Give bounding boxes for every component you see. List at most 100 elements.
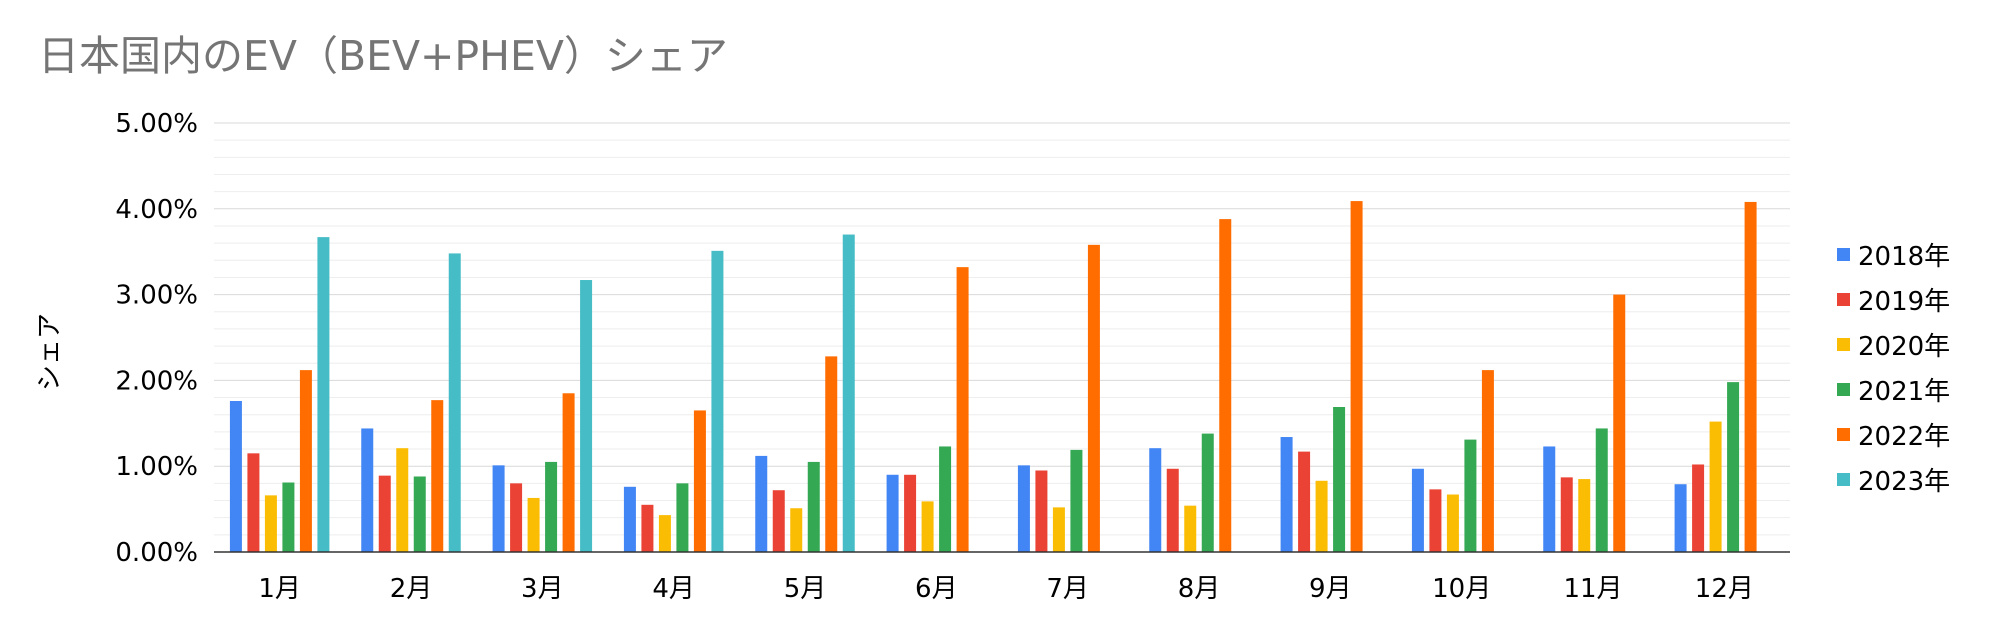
- bar: [658, 515, 671, 552]
- bar: [545, 461, 558, 552]
- bar: [1744, 201, 1757, 552]
- bar: [1481, 370, 1494, 552]
- legend-swatch: [1837, 338, 1850, 351]
- bar: [1184, 505, 1197, 552]
- legend-swatch: [1837, 473, 1850, 486]
- bar: [282, 482, 295, 552]
- bar: [1149, 448, 1162, 552]
- bar: [755, 455, 768, 552]
- bar: [1315, 480, 1328, 552]
- x-tick-label: 5月: [784, 574, 827, 604]
- y-tick-label: 1.00%: [115, 452, 198, 482]
- bar: [264, 495, 277, 552]
- bar: [1201, 433, 1214, 552]
- bar: [842, 234, 855, 553]
- legend-swatch: [1837, 383, 1850, 396]
- bar: [299, 370, 312, 552]
- y-tick-label: 5.00%: [115, 109, 198, 139]
- bar: [1674, 484, 1687, 552]
- bar: [772, 490, 785, 552]
- legend-swatch: [1837, 293, 1850, 306]
- legend-label: 2022年: [1858, 422, 1950, 452]
- bar: [580, 280, 593, 552]
- bar: [1692, 464, 1705, 552]
- legend-label: 2023年: [1858, 467, 1950, 497]
- x-tick-label: 3月: [521, 574, 564, 604]
- bar: [1298, 451, 1311, 552]
- bar: [939, 446, 952, 552]
- x-tick-label: 2月: [390, 574, 433, 604]
- x-tick-label: 4月: [652, 574, 695, 604]
- bar: [1070, 449, 1083, 552]
- bar: [1709, 421, 1722, 552]
- bar: [1219, 219, 1232, 552]
- bar: [1560, 477, 1573, 552]
- bar: [676, 483, 689, 552]
- legend-label: 2020年: [1858, 332, 1950, 362]
- legend-label: 2019年: [1858, 287, 1950, 317]
- bar: [317, 237, 330, 552]
- bar: [693, 410, 706, 552]
- bar: [1727, 382, 1740, 552]
- bar: [1333, 406, 1346, 552]
- bar: [413, 476, 426, 552]
- y-tick-label: 2.00%: [115, 366, 198, 396]
- bar: [1052, 507, 1065, 552]
- bar: [247, 453, 260, 552]
- x-tick-label: 6月: [915, 574, 958, 604]
- bar: [527, 497, 540, 552]
- legend-swatch: [1837, 248, 1850, 261]
- bar: [448, 253, 461, 552]
- bar: [1446, 494, 1459, 552]
- bar: [1411, 468, 1424, 552]
- bar: [1464, 439, 1477, 552]
- x-tick-label: 8月: [1178, 574, 1221, 604]
- bar: [623, 486, 636, 552]
- bar: [904, 474, 917, 552]
- bar: [1578, 479, 1591, 552]
- bar: [1429, 489, 1442, 552]
- bar: [711, 250, 724, 553]
- x-tick-label: 9月: [1309, 574, 1352, 604]
- bar: [1087, 244, 1100, 552]
- bar: [1035, 470, 1048, 552]
- bar: [641, 504, 654, 552]
- bar: [807, 461, 820, 552]
- bar: [510, 483, 523, 552]
- legend-swatch: [1837, 428, 1850, 441]
- legend: 2018年 2019年 2020年 2021年 2022年 2023年: [1837, 242, 1950, 497]
- x-tick-label: 12月: [1695, 574, 1754, 604]
- bar: [886, 474, 899, 552]
- y-axis-title: シェア: [35, 313, 65, 391]
- x-tick-label: 11月: [1563, 574, 1622, 604]
- bar: [1280, 437, 1293, 552]
- bar: [1017, 465, 1030, 552]
- bar: [229, 400, 242, 552]
- x-tick-label: 10月: [1432, 574, 1491, 604]
- bar: [396, 448, 409, 552]
- bar: [1166, 468, 1179, 552]
- legend-label: 2018年: [1858, 242, 1950, 272]
- bar: [562, 393, 575, 552]
- bar: [1350, 201, 1363, 552]
- bar: [431, 400, 444, 552]
- x-tick-label: 7月: [1046, 574, 1089, 604]
- bar: [1613, 294, 1626, 552]
- y-tick-label: 3.00%: [115, 281, 198, 311]
- bar: [378, 475, 391, 552]
- bar: [1595, 428, 1608, 552]
- bar: [361, 428, 374, 552]
- chart-title: 日本国内のEV（BEV+PHEV）シェア: [38, 32, 728, 80]
- y-axis: 0.00% 1.00% 2.00% 3.00% 4.00% 5.00%: [115, 109, 198, 568]
- grid-layer: [214, 122, 1790, 536]
- bar: [1543, 446, 1556, 552]
- x-tick-label: 1月: [258, 574, 301, 604]
- bar: [956, 267, 969, 552]
- bar: [790, 508, 803, 552]
- legend-label: 2021年: [1858, 377, 1950, 407]
- bar: [921, 501, 934, 552]
- y-tick-label: 0.00%: [115, 538, 198, 568]
- bar: [825, 356, 838, 552]
